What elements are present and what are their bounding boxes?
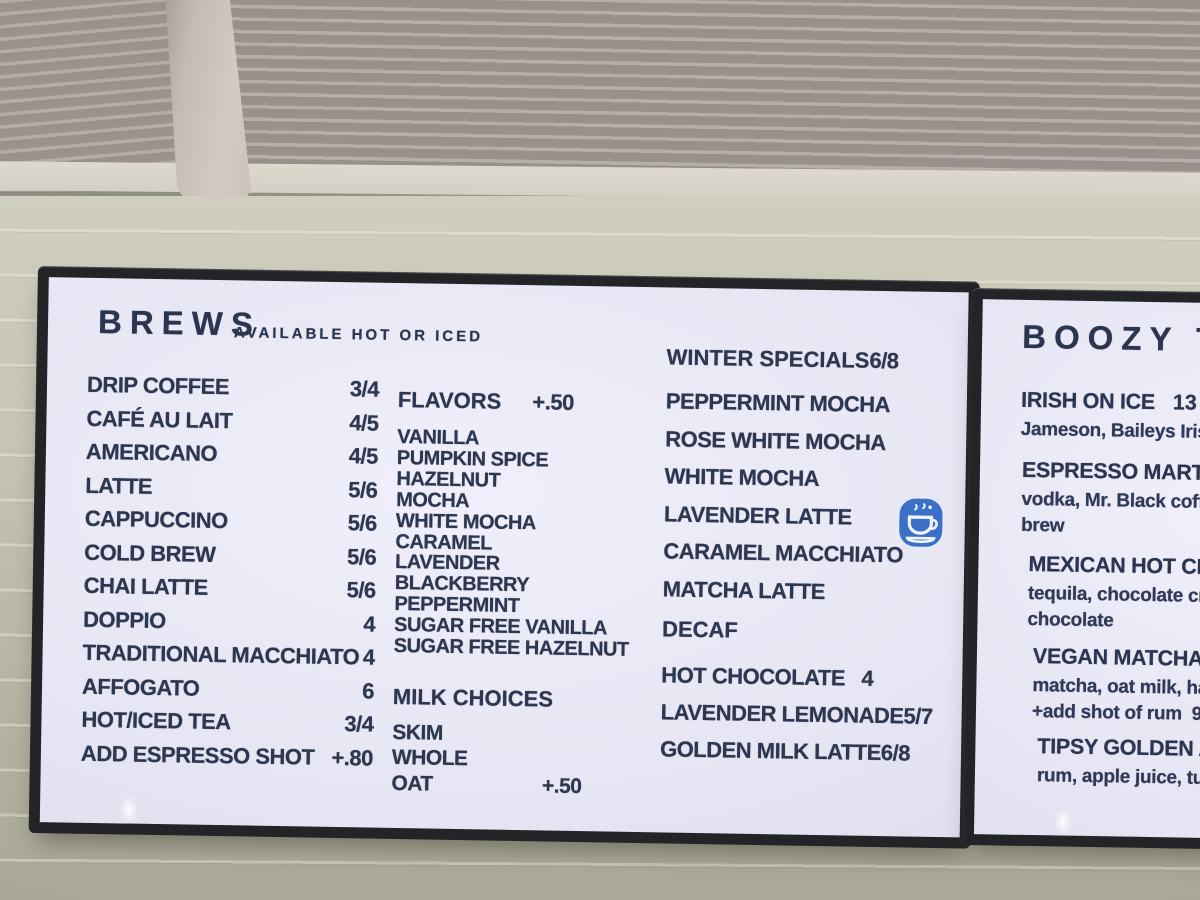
decaf-title: DECAF xyxy=(661,616,739,643)
menu-item-name: CAFÉ AU LAIT xyxy=(86,405,233,433)
special-item: MATCHA LATTE xyxy=(662,575,826,604)
brews-subtitle: AVAILABLE HOT OR ICED xyxy=(233,324,484,346)
milk-item: WHOLE xyxy=(392,746,582,775)
boozy-title: BOOZY TRE xyxy=(1021,317,1200,360)
boozy-item-desc: matcha, oat milk, hazel +add shot of rum… xyxy=(1031,675,1200,725)
menu-item-price: 5/6 xyxy=(346,543,377,570)
menu-item: DRIP COFFEE 3/4 xyxy=(86,371,380,410)
menu-item-name: HOT/ICED TEA xyxy=(81,706,231,735)
menu-item: CAFÉ AU LAIT 4/5 xyxy=(86,405,379,443)
milk-item-price: +.50 xyxy=(541,774,582,798)
milk-item-name: WHOLE xyxy=(391,746,468,771)
boozy-entry: IRISH ON ICE 13 Jameson, Baileys Irish Cr xyxy=(1020,388,1200,447)
milk-item-name: OAT xyxy=(391,771,433,796)
drinks-column: DRIP COFFEE 3/4 CAFÉ AU LAIT 4/5 AMERICANO… xyxy=(80,371,380,779)
special-item: PEPPERMINT MOCHA xyxy=(665,388,891,418)
decaf-list: HOT CHOCOLATE 4 LAVENDER LEMONADE 5/7 GOLD… xyxy=(660,662,933,777)
menu-item-name: DRIP COFFEE xyxy=(86,371,230,400)
boozy-item-desc: vodka, Mr. Black coffee l brew xyxy=(1020,488,1200,537)
menu-item: HOT/ICED TEA 3/4 xyxy=(81,706,374,745)
decaf-item-name: LAVENDER LEMONADE xyxy=(660,699,904,729)
special-item: WHITE MOCHA xyxy=(664,463,820,491)
menu-item-name: ADD ESPRESSO SHOT xyxy=(80,740,315,770)
menu-item-name: CHAI LATTE xyxy=(83,572,209,600)
menu-item: ADD ESPRESSO SHOT +.80 xyxy=(80,740,374,778)
menu-screen-brews: BREWS AVAILABLE HOT OR ICED DRIP COFFEE 3… xyxy=(28,266,980,849)
menu-item-name: TRADITIONAL MACCHIATO xyxy=(82,639,360,670)
menu-item-price: 4/5 xyxy=(348,443,379,469)
boozy-item-name: VEGAN MATCHA FREEZ xyxy=(1032,644,1200,672)
decaf-item: LAVENDER LEMONADE 5/7 xyxy=(660,699,932,740)
menu-item: AMERICANO 4/5 xyxy=(86,439,379,477)
boozy-item-desc: rum, apple juice, turm xyxy=(1036,765,1200,790)
coffee-cup-icon xyxy=(898,496,943,549)
brews-board: BREWS AVAILABLE HOT OR ICED DRIP COFFEE 3… xyxy=(39,277,969,838)
boozy-entry: MEXICAN HOT CHOCOLA tequila, chocolate c… xyxy=(1027,552,1200,638)
milk-choices-title: MILK CHOICES xyxy=(392,683,554,712)
menu-item-price: 3/4 xyxy=(344,711,374,737)
winter-specials-title: WINTER SPECIALS xyxy=(666,344,870,373)
winter-specials-list: PEPPERMINT MOCHA ROSE WHITE MOCHA WHITE … xyxy=(662,388,904,616)
menu-screen-boozy: BOOZY TRE IRISH ON ICE 13 Jameson, Bailey… xyxy=(962,288,1200,854)
menu-item: CAPPUCCINO 5/6 xyxy=(84,506,377,544)
boozy-item-name: ESPRESSO MARTINI xyxy=(1021,457,1200,486)
boozy-entry: VEGAN MATCHA FREEZ matcha, oat milk, haz… xyxy=(1032,644,1200,729)
menu-item-price: 6 xyxy=(362,677,375,704)
decaf-item: GOLDEN MILK LATTE 6/8 xyxy=(660,736,910,777)
flavors-list: VANILLA PUMPKIN SPICE HAZELNUT MOCHA WHI… xyxy=(393,426,629,661)
milk-list: SKIM WHOLE OAT +.50 xyxy=(391,721,582,800)
menu-item-price: +.80 xyxy=(331,744,374,771)
decaf-item: HOT CHOCOLATE 4 xyxy=(661,662,874,703)
boozy-item-name: TIPSY GOLDEN APPLE xyxy=(1037,734,1200,762)
boozy-board: BOOZY TRE IRISH ON ICE 13 Jameson, Bailey… xyxy=(973,299,1200,843)
milk-item-name: SKIM xyxy=(392,720,443,745)
flavors-title: FLAVORS xyxy=(397,386,502,414)
flavor-item: SUGAR FREE HAZELNUT xyxy=(393,635,629,661)
menu-item-name: AFFOGATO xyxy=(81,673,200,701)
menu-item-price: 5/6 xyxy=(346,577,376,603)
decaf-item-name: HOT CHOCOLATE xyxy=(661,662,846,691)
menu-item-name: AMERICANO xyxy=(85,438,218,466)
menu-item-price: 5/6 xyxy=(348,476,378,503)
special-item: ROSE WHITE MOCHA xyxy=(665,425,886,455)
milk-item: OAT +.50 xyxy=(391,772,581,801)
milk-item: SKIM xyxy=(392,721,582,750)
menu-item-price: 3/4 xyxy=(349,376,380,402)
menu-item: CHAI LATTE 5/6 xyxy=(83,573,376,611)
decaf-item-price: 6/8 xyxy=(880,740,911,766)
decaf-item-price: 4 xyxy=(861,665,874,691)
flavors-header: FLAVORS +.50 xyxy=(398,387,574,416)
menu-item: DOPPIO 4 xyxy=(82,606,376,644)
specials-column: WINTER SPECIALS 6/8 PEPPERMINT MOCHA ROS… xyxy=(660,344,933,777)
boozy-item-price: 13 xyxy=(1172,390,1198,415)
special-item: LAVENDER LATTE xyxy=(663,500,852,530)
menu-item-name: CAPPUCCINO xyxy=(84,505,228,534)
menu-item-price: 5/6 xyxy=(347,510,377,536)
menu-item-price: 4 xyxy=(362,644,375,670)
decaf-item-name: GOLDEN MILK LATTE xyxy=(659,736,882,766)
menu-item-name: COLD BREW xyxy=(84,539,216,567)
menu-item-price: 4/5 xyxy=(349,409,379,436)
boozy-entry: TIPSY GOLDEN APPLE rum, apple juice, tur… xyxy=(1037,734,1200,793)
menu-item: LATTE 5/6 xyxy=(85,472,378,510)
boozy-item-name: IRISH ON ICE xyxy=(1020,387,1156,415)
special-item: CARAMEL MACCHIATO xyxy=(663,538,904,568)
flavors-price: +.50 xyxy=(532,389,575,415)
boozy-item-desc: Jameson, Baileys Irish Cr xyxy=(1020,418,1200,444)
menu-item: TRADITIONAL MACCHIATO 4 xyxy=(82,640,375,678)
boozy-item-desc: tequila, chocolate crème chocolate xyxy=(1027,582,1200,632)
menu-item-name: LATTE xyxy=(85,472,153,499)
boozy-entry: ESPRESSO MARTINI13 vodka, Mr. Black coff… xyxy=(1021,458,1200,543)
menu-item-name: DOPPIO xyxy=(82,606,166,633)
menu-item-price: 4 xyxy=(363,610,376,637)
winter-specials-header: WINTER SPECIALS 6/8 xyxy=(666,344,898,374)
menu-item: AFFOGATO 6 xyxy=(81,673,375,711)
menu-item: COLD BREW 5/6 xyxy=(84,539,377,577)
boozy-item-name: MEXICAN HOT CHOCOLA xyxy=(1028,551,1200,581)
winter-specials-price: 6/8 xyxy=(869,347,899,374)
decaf-item-price: 5/7 xyxy=(903,703,933,729)
flavors-column: FLAVORS +.50 VANILLA PUMPKIN SPICE HAZEL… xyxy=(391,387,629,800)
